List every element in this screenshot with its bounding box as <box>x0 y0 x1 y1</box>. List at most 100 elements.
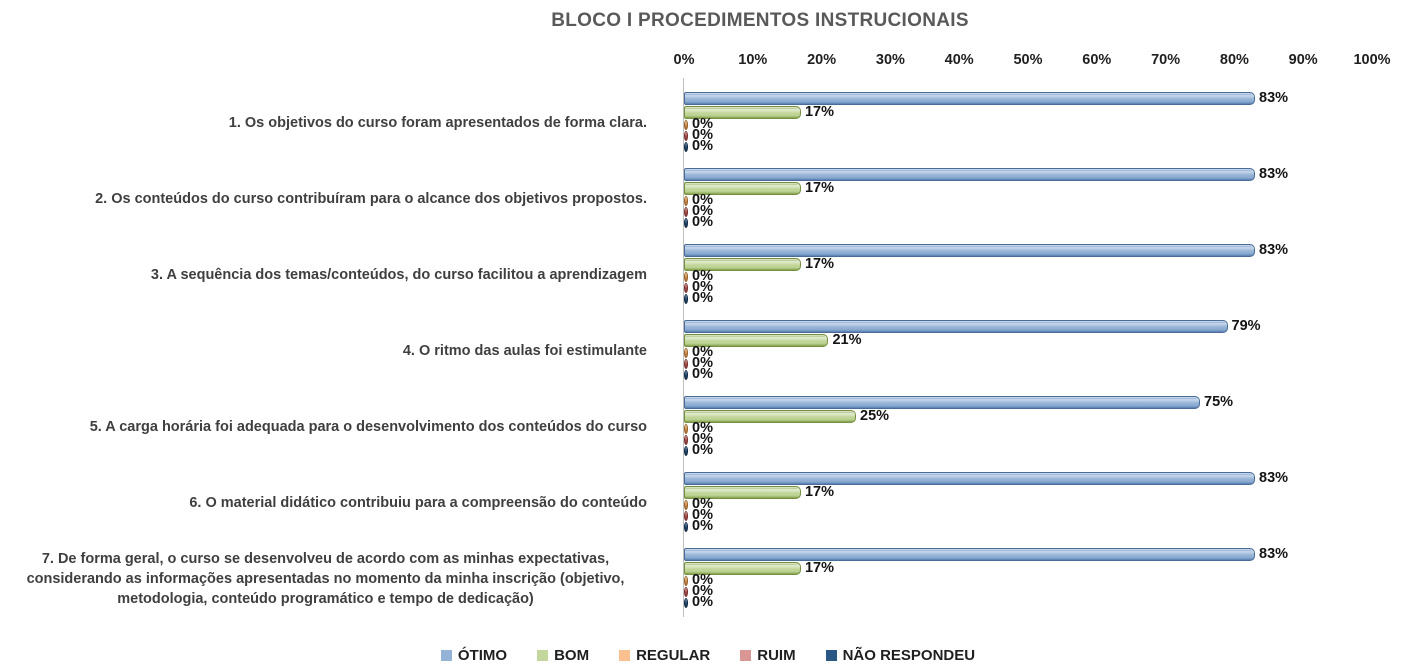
data-label: 0% <box>692 355 713 371</box>
category-row: 1. Os objetivos do curso foram apresenta… <box>0 85 1416 161</box>
bar-ruim <box>684 358 688 369</box>
bar-line: 0% <box>684 138 1416 154</box>
data-label: 0% <box>692 583 713 599</box>
bar-line: 0% <box>684 583 1416 599</box>
bar-line: 0% <box>684 269 1416 283</box>
bar-line: 0% <box>684 355 1416 371</box>
legend-item: ÓTIMO <box>440 647 508 664</box>
bar-ruim <box>684 586 688 597</box>
x-axis-tick: 10% <box>738 52 768 68</box>
bar-line: 0% <box>684 595 1416 609</box>
category-row: 6. O material didático contribuiu para a… <box>0 465 1416 541</box>
x-axis-tick: 30% <box>875 52 905 68</box>
bar-ótimo <box>684 167 1256 181</box>
x-axis: 0% 10% 20% 30% 40% 50% 60% 70% 80% 90% 100% <box>674 52 1391 70</box>
bar-line: 0% <box>684 344 1416 360</box>
bar-line: 0% <box>684 420 1416 436</box>
category-bars: 83% 17% 0% 0% 0% <box>684 90 1416 154</box>
x-axis-tick: 50% <box>1013 52 1043 68</box>
bar-line: 17% <box>684 103 1416 120</box>
bar-line: 0% <box>684 497 1416 511</box>
legend-item: REGULAR <box>619 647 710 664</box>
data-label: 0% <box>692 116 713 132</box>
bar-line: 25% <box>684 407 1416 424</box>
category-bars: 83% 17% 0% 0% 0% <box>684 469 1416 533</box>
data-label: 25% <box>860 407 890 424</box>
bar-bom <box>684 409 856 423</box>
bar-ótimo <box>684 319 1228 333</box>
bar-bom <box>684 257 801 271</box>
category-row: 5. A carga horária foi adequada para o d… <box>0 389 1416 465</box>
bar-regular <box>684 195 688 206</box>
category-row: 4. O ritmo das aulas foi estimulante 79% 2… <box>0 313 1416 389</box>
category-bars: 79% 21% 0% 0% 0% <box>684 318 1416 382</box>
bar-ótimo <box>684 243 1256 257</box>
bar-regular <box>684 271 688 282</box>
legend-label: ÓTIMO <box>457 647 508 664</box>
bar-ótimo <box>684 91 1256 105</box>
bar-regular <box>684 347 688 358</box>
x-axis-tick: 0% <box>673 52 695 68</box>
bar-não-respondeu <box>684 445 688 456</box>
data-label: 0% <box>692 214 713 230</box>
bar-line: 21% <box>684 332 1416 347</box>
data-label: 0% <box>692 507 713 523</box>
legend-item: NÃO RESPONDEU <box>825 647 976 664</box>
bar-line: 79% <box>684 318 1416 333</box>
data-label: 83% <box>1259 545 1289 562</box>
bar-ruim <box>684 130 688 141</box>
legend-label: NÃO RESPONDEU <box>842 647 976 664</box>
category-label: 6. O material didático contribuiu para a… <box>189 494 647 511</box>
data-label: 17% <box>804 559 834 576</box>
bar-ótimo <box>684 547 1256 561</box>
data-label: 83% <box>1259 241 1289 258</box>
category-bars: 83% 17% 0% 0% 0% <box>684 545 1416 609</box>
bar-line: 0% <box>684 443 1416 457</box>
data-label: 0% <box>692 344 713 360</box>
category-bars: 83% 17% 0% 0% 0% <box>684 241 1416 305</box>
data-label: 83% <box>1259 469 1289 486</box>
x-axis-tick: 60% <box>1082 52 1112 68</box>
legend-label: REGULAR <box>636 647 711 664</box>
legend-item: RUIM <box>740 647 796 664</box>
bar-bom <box>684 561 801 575</box>
x-axis-tick: 40% <box>944 52 974 68</box>
data-label: 17% <box>804 483 834 500</box>
bar-não-respondeu <box>684 369 688 380</box>
x-axis-tick: 20% <box>807 52 837 68</box>
data-label: 0% <box>692 127 713 143</box>
legend-label: BOM <box>554 647 590 664</box>
data-label: 0% <box>692 431 713 447</box>
bar-regular <box>684 119 688 130</box>
bar-line: 17% <box>684 256 1416 271</box>
bar-line: 83% <box>684 90 1416 105</box>
bar-não-respondeu <box>684 217 688 228</box>
data-label: 0% <box>692 420 713 436</box>
category-label: 5. A carga horária foi adequada para o d… <box>89 418 647 435</box>
data-label: 17% <box>804 103 834 120</box>
bar-line: 75% <box>684 394 1416 409</box>
x-axis-tick: 80% <box>1219 52 1249 68</box>
bar-line: 0% <box>684 366 1416 382</box>
bar-line: 0% <box>684 573 1416 587</box>
bar-line: 0% <box>684 193 1416 207</box>
legend-swatch-icon <box>440 650 452 661</box>
bar-line: 0% <box>684 519 1416 533</box>
bar-line: 0% <box>684 116 1416 132</box>
legend-swatch-icon <box>619 650 631 661</box>
bar-line: 0% <box>684 291 1416 305</box>
bar-line: 0% <box>684 214 1416 230</box>
bar-bom <box>684 181 801 195</box>
data-label: 0% <box>692 366 713 382</box>
legend-swatch-icon <box>740 650 752 661</box>
bar-line: 17% <box>684 483 1416 500</box>
bar-line: 0% <box>684 280 1416 294</box>
bar-não-respondeu <box>684 521 688 532</box>
category-label: 2. Os conteúdos do curso contribuíram pa… <box>95 190 647 207</box>
category-label: 3. A sequência dos temas/conteúdos, do c… <box>150 266 647 283</box>
bar-regular <box>684 575 688 586</box>
bar-não-respondeu <box>684 597 688 608</box>
bar-line: 17% <box>684 559 1416 576</box>
category-row: 3. A sequência dos temas/conteúdos, do c… <box>0 237 1416 313</box>
data-label: 0% <box>692 138 713 154</box>
